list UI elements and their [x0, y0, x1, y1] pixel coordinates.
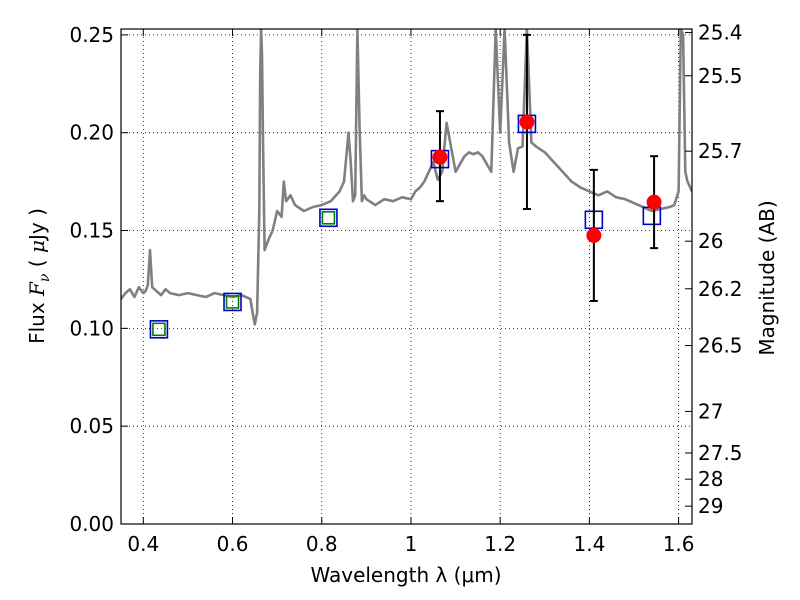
- observed-point: [519, 114, 535, 130]
- y-axis-label-open: (: [25, 253, 49, 274]
- y-axis-label-mu: μ: [25, 240, 49, 253]
- x-tick-label: 0.8: [306, 532, 338, 556]
- x-tick-label: 1: [405, 532, 418, 556]
- right-axis-label: Magnitude (AB): [755, 200, 779, 355]
- y-axis-label-subscript: ν: [37, 273, 53, 282]
- x-axis-label: Wavelength λ (μm): [310, 563, 501, 587]
- mag-tick-label: 26.5: [698, 334, 743, 358]
- mag-tick-label: 25.4: [698, 21, 743, 45]
- model-square-green: [321, 211, 336, 225]
- y-axis-label: Flux Fν ( μJy ): [25, 208, 53, 344]
- y-tick-label: 0.20: [69, 121, 114, 145]
- y-tick-label: 0.25: [69, 23, 114, 47]
- observed-point: [646, 194, 662, 210]
- mag-tick-label: 26: [698, 229, 723, 253]
- y-axis-label-unit: Jy ): [25, 208, 49, 242]
- y-tick-label: 0.05: [69, 414, 114, 438]
- mag-tick-label: 25.7: [698, 139, 743, 163]
- x-tick-label: 0.4: [127, 532, 159, 556]
- y-tick-label: 0.15: [69, 219, 114, 243]
- x-tick-label: 1.2: [484, 532, 516, 556]
- y-tick-label: 0.00: [69, 512, 114, 536]
- observed-point: [432, 149, 448, 165]
- y-axis-label-prefix: Flux: [25, 296, 49, 344]
- grid: [121, 29, 692, 525]
- mag-tick-label: 27.5: [698, 441, 743, 465]
- mag-tick-label: 27: [698, 399, 723, 423]
- plot-frame: [120, 28, 693, 525]
- x-tick-label: 1.6: [663, 532, 695, 556]
- y-axis-label-symbol: F: [25, 281, 49, 297]
- model-square-blue: [149, 320, 169, 339]
- plot-area: [121, 29, 692, 339]
- mag-tick-label: 26.2: [698, 277, 743, 301]
- spectrum-line: [121, 29, 692, 326]
- model-square-blue: [319, 208, 338, 228]
- model-square-green: [225, 295, 240, 309]
- observed-point: [586, 227, 602, 243]
- y-tick-label: 0.10: [69, 316, 114, 340]
- model-square-blue: [223, 292, 242, 312]
- mag-tick-label: 29: [698, 494, 723, 518]
- ticks: 0.4 0.6 0.8 1 1.2 1.4 1.6 0.00 0.05 0.10 0.15 0.20 0…: [69, 21, 742, 556]
- mag-tick-label: 28: [698, 467, 723, 491]
- x-tick-label: 1.4: [573, 532, 605, 556]
- x-tick-label: 0.6: [217, 532, 249, 556]
- mag-tick-label: 25.5: [698, 64, 743, 88]
- model-square-green: [152, 322, 166, 337]
